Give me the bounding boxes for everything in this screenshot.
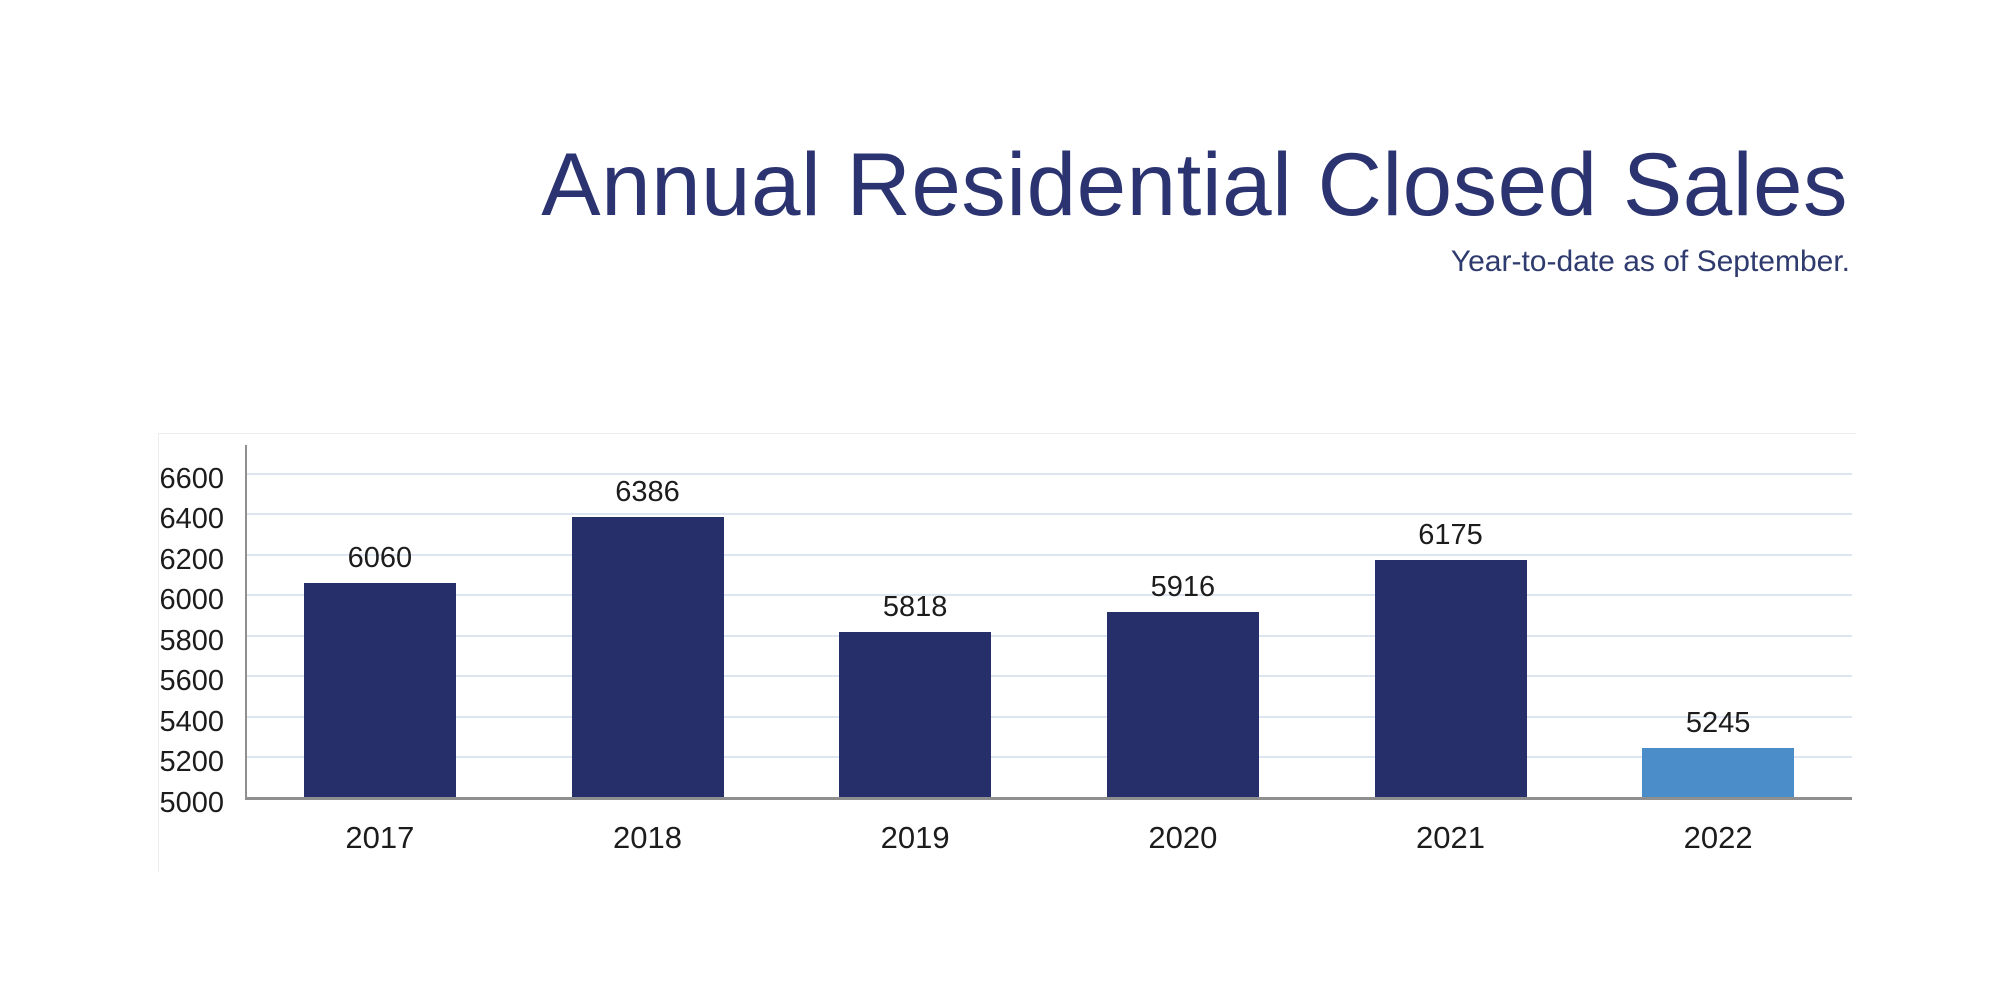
gridline [247, 715, 1852, 718]
y-axis-line [245, 445, 247, 800]
gridline [247, 756, 1852, 759]
chart-frame-top-edge [158, 433, 1856, 434]
y-axis-tick-label: 6400 [159, 503, 224, 536]
gridline [247, 634, 1852, 637]
y-axis-tick-label: 6600 [159, 462, 224, 495]
bar-value-label-2020: 5916 [1150, 571, 1216, 604]
chart-frame-left-edge [158, 433, 159, 872]
bar-2018 [571, 517, 724, 798]
bar-value-label-2022: 5245 [1685, 707, 1751, 740]
y-axis-tick-label: 5200 [159, 746, 224, 779]
bar-2021 [1374, 560, 1527, 798]
bar-value-label-2018: 6386 [615, 476, 680, 509]
y-axis-tick-label: 5800 [159, 624, 224, 657]
y-axis-tick-label: 5000 [159, 787, 224, 819]
chart-subtitle: Year-to-date as of September. [1450, 245, 1850, 278]
x-axis-tick-label-2020: 2020 [1148, 820, 1218, 855]
gridline [247, 513, 1852, 516]
x-axis-tick-label-2018: 2018 [613, 820, 682, 855]
y-axis-tick-label: 6000 [159, 584, 224, 617]
bar-value-label-2021: 6175 [1418, 519, 1483, 552]
bar-2017 [303, 583, 456, 798]
x-axis-tick-label-2019: 2019 [880, 820, 950, 855]
gridline [247, 675, 1852, 678]
gridline [247, 594, 1852, 597]
gridline [247, 472, 1852, 475]
bar-2020 [1106, 612, 1259, 798]
bar-2019 [839, 632, 992, 798]
bar-value-label-2017: 6060 [347, 542, 413, 575]
x-axis-tick-label-2022: 2022 [1683, 820, 1753, 855]
x-axis-tick-label-2017: 2017 [345, 820, 415, 855]
x-axis-tick-label-2021: 2021 [1416, 820, 1485, 855]
y-axis-tick-label: 6200 [159, 543, 224, 576]
gridline [247, 553, 1852, 556]
y-axis-tick-label: 5600 [159, 665, 224, 698]
x-axis-line [245, 797, 1852, 800]
bar-value-label-2019: 5818 [882, 591, 948, 624]
chart-title: Annual Residential Closed Sales [541, 134, 1848, 234]
y-axis-tick-label: 5400 [159, 705, 224, 738]
bar-2022 [1642, 748, 1795, 798]
